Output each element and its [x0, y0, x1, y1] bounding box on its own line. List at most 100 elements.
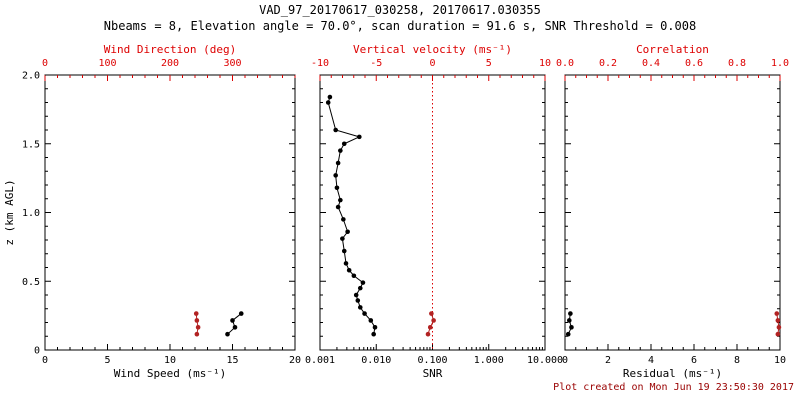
wind-speed-panel-x2-tick: 100 — [98, 58, 116, 69]
snr-point — [338, 197, 343, 203]
wind-speed-panel-y-tick: 2.0 — [22, 71, 40, 82]
snr-point — [355, 298, 361, 303]
wind-direction-point — [194, 331, 200, 337]
wind-speed-panel-series-wind-direction — [193, 311, 201, 337]
snr-point — [371, 331, 376, 337]
snr-panel-x2-axis-label: Vertical velocity (ms⁻¹) — [353, 43, 512, 56]
correlation-point — [775, 318, 781, 323]
residual-panel-x-axis-label: Residual (ms⁻¹) — [623, 367, 722, 380]
vertical-velocity-point — [431, 318, 436, 323]
wind-speed-panel-x-tick: 20 — [289, 355, 301, 366]
wind-direction-line — [195, 313, 199, 335]
snr-point — [357, 134, 362, 140]
wind-speed-panel-x-tick: 0 — [42, 355, 48, 366]
snr-point — [353, 292, 359, 298]
snr-point — [334, 185, 340, 191]
correlation-point — [776, 325, 782, 330]
wind-speed-panel-y-tick: 1.5 — [22, 139, 40, 150]
residual-point — [565, 331, 571, 337]
residual-panel-series-correlation — [774, 311, 782, 337]
wind-speed-point — [225, 331, 230, 337]
correlation-line — [776, 313, 780, 335]
wind-speed-panel-x2-axis-label: Wind Direction (deg) — [104, 43, 236, 56]
residual-panel-x2-tick: 0.2 — [599, 58, 617, 69]
wind-direction-point — [194, 318, 200, 323]
plot-created-timestamp: Plot created on Mon Jun 19 23:50:30 2017 — [553, 382, 794, 393]
vertical-velocity-line — [427, 313, 435, 335]
snr-point — [340, 236, 345, 241]
residual-panel-x2-tick: 0.6 — [685, 58, 703, 69]
snr-panel-x-tick: 0.100 — [417, 355, 447, 366]
residual-panel-box — [564, 74, 781, 351]
snr-point — [333, 173, 338, 178]
vertical-velocity-point — [425, 331, 431, 337]
wind-speed-line — [227, 313, 242, 335]
snr-panel-series-snr — [325, 94, 378, 337]
residual-panel-x-tick: 0 — [562, 355, 568, 366]
correlation-point — [774, 311, 780, 316]
snr-panel-x-tick: 10.000 — [527, 355, 563, 366]
snr-point — [368, 318, 374, 323]
wind-speed-panel-x2-tick: 0 — [42, 58, 48, 69]
wind-speed-panel-y-axis-label: z (km AGL) — [3, 179, 16, 245]
wind-speed-panel-y-tick: 0.5 — [22, 277, 40, 288]
residual-panel-x-tick: 10 — [774, 355, 786, 366]
snr-point — [341, 248, 347, 254]
residual-panel-x2-axis-label: Correlation — [636, 43, 709, 56]
snr-point — [346, 267, 352, 273]
snr-point — [360, 280, 366, 285]
snr-point — [372, 325, 378, 330]
wind-speed-panel-series-wind-speed — [225, 311, 244, 337]
wind-speed-panel-y-tick: 0 — [34, 346, 40, 357]
snr-panel-x2-tick: 5 — [486, 58, 492, 69]
snr-point — [351, 273, 357, 279]
wind-speed-point — [230, 318, 235, 323]
snr-point — [345, 229, 350, 235]
plot-title: VAD_97_20170617_030258, 20170617.030355 — [259, 3, 541, 17]
snr-point — [341, 217, 346, 222]
snr-panel-x2-tick: 0 — [429, 58, 435, 69]
snr-panel-series-vertical-velocity — [425, 311, 436, 337]
residual-point — [568, 311, 573, 316]
wind-speed-panel-y-tick: 1.0 — [22, 208, 40, 219]
snr-point — [343, 261, 349, 266]
wind-speed-panel-x2-tick: 300 — [223, 58, 241, 69]
residual-panel-x-tick: 4 — [648, 355, 654, 366]
snr-panel-x-axis-label: SNR — [423, 367, 443, 380]
snr-panel-x-tick: 0.001 — [305, 355, 335, 366]
vertical-velocity-point — [429, 311, 434, 316]
snr-point — [333, 127, 338, 133]
residual-panel: 0 2 4 6 8 10 0.0 0.2 0.4 0.6 0.8 1.0 Residual (ms⁻¹)… — [556, 43, 789, 380]
plot-subtitle: Nbeams = 8, Elevation angle = 70.0°, sca… — [103, 19, 697, 33]
snr-point — [362, 311, 367, 316]
snr-point — [335, 160, 341, 166]
wind-speed-panel-x-tick: 5 — [104, 355, 110, 366]
snr-panel-x2-tick: 10 — [539, 58, 551, 69]
snr-panel: 0.001 0.010 0.100 1.000 10.000 -10 -5 0 5 10 SNR Ve… — [305, 43, 563, 380]
snr-point — [357, 285, 363, 291]
residual-panel-x2-tick: 0.4 — [642, 58, 660, 69]
residual-panel-x-tick: 2 — [605, 355, 611, 366]
wind-speed-point — [238, 311, 244, 316]
vertical-velocity-point — [427, 325, 433, 330]
wind-speed-panel-box — [44, 74, 296, 351]
snr-panel-x-tick: 1.000 — [474, 355, 504, 366]
snr-point — [335, 204, 341, 210]
residual-panel-x-tick: 8 — [734, 355, 740, 366]
snr-point — [357, 305, 363, 310]
residual-point — [569, 325, 574, 330]
wind-speed-panel-x-axis-label: Wind Speed (ms⁻¹) — [114, 367, 227, 380]
wind-speed-panel-x-tick: 15 — [226, 355, 238, 366]
residual-point — [567, 318, 572, 323]
snr-point — [325, 100, 331, 105]
snr-line — [327, 96, 376, 335]
snr-panel-x-tick: 0.010 — [361, 355, 391, 366]
wind-speed-point — [232, 325, 238, 330]
wind-speed-panel-x2-tick: 200 — [161, 58, 179, 69]
residual-panel-series-residual — [565, 311, 574, 337]
correlation-point — [775, 331, 781, 337]
wind-direction-point — [195, 325, 201, 330]
